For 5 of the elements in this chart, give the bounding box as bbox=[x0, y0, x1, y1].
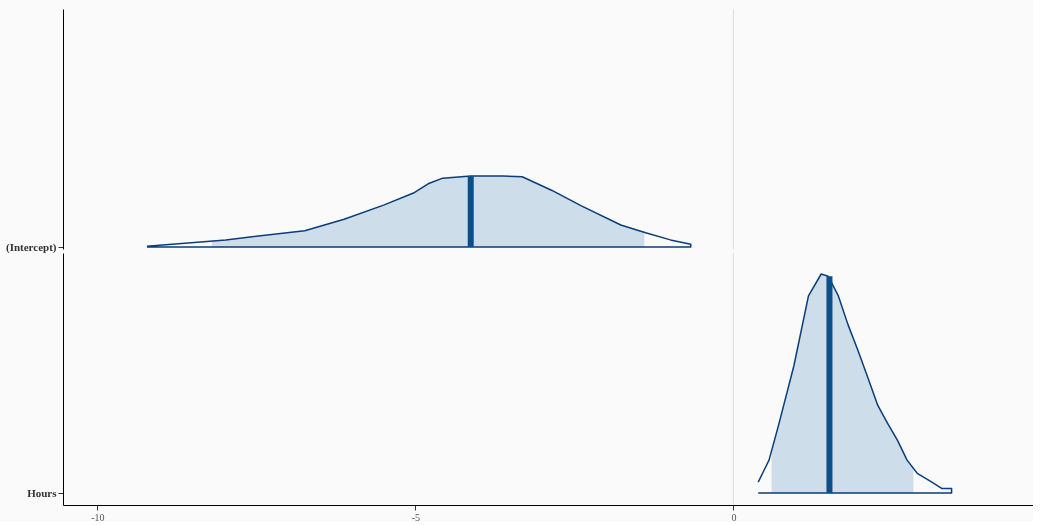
y-axis-title: (Intercept) bbox=[6, 240, 57, 254]
x-tick-label: -5 bbox=[411, 511, 421, 523]
x-tick-label: 0 bbox=[731, 511, 737, 523]
y-axis-title: Hours bbox=[27, 486, 58, 499]
x-tick-label: -10 bbox=[91, 511, 105, 523]
